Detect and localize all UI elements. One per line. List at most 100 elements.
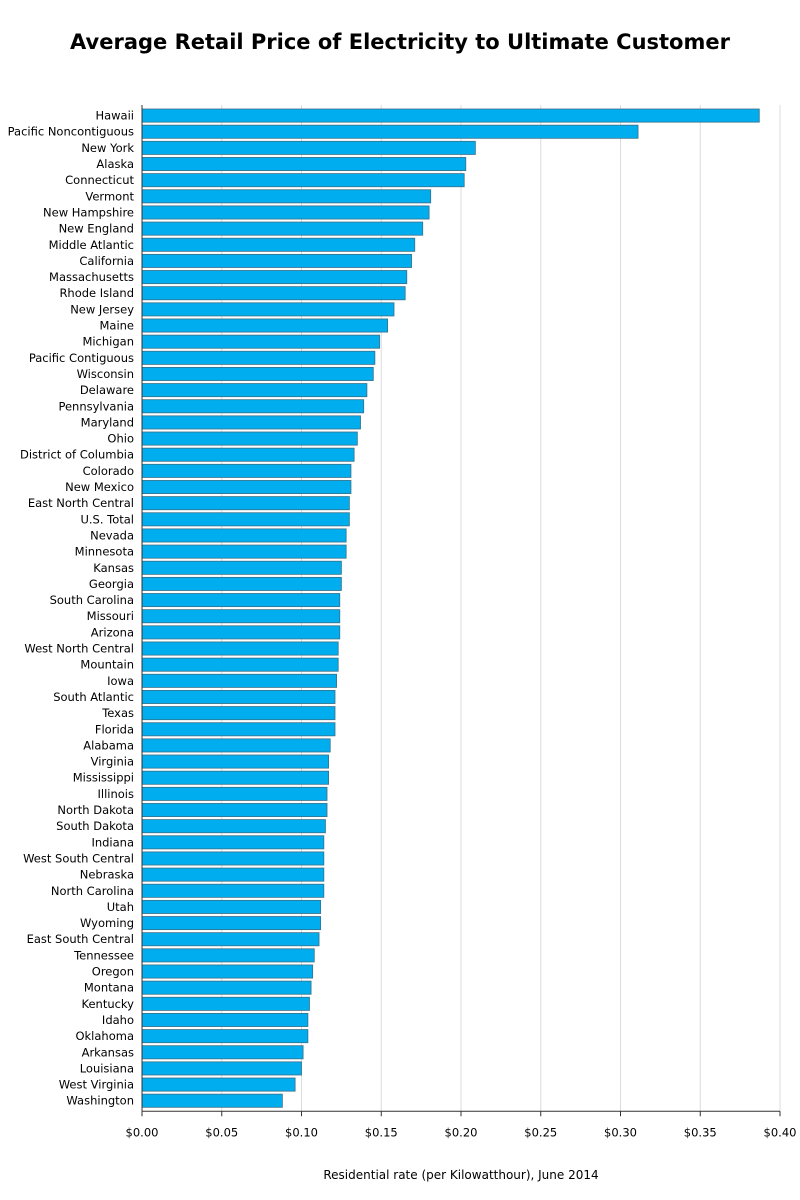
bars	[141, 108, 760, 1108]
bar	[141, 253, 412, 268]
bar	[141, 399, 365, 414]
bar	[141, 786, 328, 801]
category-label: Minnesota	[75, 545, 134, 559]
bar	[141, 221, 424, 236]
category-label: West South Central	[23, 851, 134, 865]
category-label: Delaware	[80, 383, 134, 397]
category-label: Maryland	[81, 415, 134, 429]
category-label: North Carolina	[51, 884, 134, 898]
category-label: Colorado	[83, 464, 134, 478]
category-label: North Dakota	[57, 803, 134, 817]
category-label: East South Central	[27, 932, 134, 946]
category-label: Utah	[107, 900, 134, 914]
category-label: Pennsylvania	[58, 399, 134, 413]
category-label: Idaho	[102, 1013, 134, 1027]
bar	[141, 851, 325, 866]
bar	[141, 1013, 309, 1027]
category-label: Pacific Noncontiguous	[8, 125, 134, 139]
x-tick-label: $0.00	[126, 1125, 159, 1139]
bar	[141, 673, 337, 688]
bar	[141, 996, 310, 1011]
bar	[141, 657, 339, 672]
bar	[141, 883, 325, 898]
bar	[141, 1061, 302, 1076]
x-tick-label: $0.35	[684, 1125, 717, 1139]
x-tick-label: $0.20	[445, 1125, 478, 1139]
category-label: Florida	[95, 722, 134, 736]
bar	[141, 964, 314, 979]
bar	[141, 690, 336, 704]
category-labels: Hawaii Pacific Noncontiguous New York Alask…	[8, 109, 135, 1108]
bar	[141, 770, 330, 785]
bar	[141, 157, 467, 171]
category-label: Kansas	[93, 561, 134, 575]
bar	[141, 205, 430, 220]
category-label: Missouri	[87, 609, 134, 623]
bar	[141, 1045, 304, 1060]
chart-title: Average Retail Price of Electricity to U…	[70, 30, 730, 54]
category-label: U.S. Total	[80, 512, 134, 526]
bar	[141, 302, 395, 317]
category-label: South Carolina	[50, 593, 134, 607]
bar	[141, 415, 361, 430]
category-label: New Hampshire	[43, 205, 134, 219]
bar	[141, 173, 465, 188]
bar	[141, 835, 325, 850]
category-label: West Virginia	[59, 1078, 134, 1092]
bar	[141, 593, 341, 608]
category-label: Connecticut	[65, 173, 134, 187]
bar	[141, 560, 342, 575]
x-tick-label: $0.05	[205, 1125, 238, 1139]
category-label: Virginia	[91, 755, 134, 769]
category-label: Vermont	[85, 189, 134, 203]
category-label: Georgia	[89, 577, 134, 591]
category-label: Alabama	[83, 738, 134, 752]
category-label: Iowa	[107, 674, 134, 688]
x-tick-label: $0.30	[604, 1125, 637, 1139]
category-label: Middle Atlantic	[49, 238, 134, 252]
category-label: Nebraska	[80, 868, 134, 882]
bar	[141, 1077, 296, 1092]
bar	[141, 899, 322, 914]
bar	[141, 108, 760, 123]
bar	[141, 706, 336, 721]
category-label: Louisiana	[80, 1061, 134, 1075]
bar	[141, 932, 320, 947]
category-label: Rhode Island	[59, 286, 134, 300]
category-label: West North Central	[24, 642, 134, 656]
category-label: Massachusetts	[49, 270, 134, 284]
x-axis-label: Residential rate (per Kilowatthour), Jun…	[323, 1168, 599, 1182]
category-label: Mississippi	[73, 771, 134, 785]
bar	[141, 528, 347, 543]
category-label: Montana	[84, 981, 134, 995]
bar	[141, 948, 315, 963]
bar	[141, 544, 347, 559]
category-label: Maine	[99, 319, 134, 333]
category-label: New Mexico	[65, 480, 134, 494]
category-label: Oklahoma	[75, 1029, 134, 1043]
bar	[141, 334, 381, 349]
category-label: South Dakota	[56, 819, 134, 833]
category-label: District of Columbia	[20, 448, 134, 462]
x-tick-label: $0.25	[524, 1125, 557, 1139]
bar	[141, 980, 312, 995]
bar	[141, 625, 341, 640]
category-label: Pacific Contiguous	[29, 351, 134, 365]
category-label: New England	[59, 222, 134, 236]
bar	[141, 754, 330, 769]
category-label: New Jersey	[70, 302, 134, 316]
category-label: Michigan	[82, 335, 134, 349]
category-label: New York	[81, 141, 134, 155]
axes: $0.00 $0.05 $0.10 $0.15 $0.20 $0.25 $0.30 $0.35…	[126, 105, 797, 1139]
bar	[141, 286, 406, 301]
x-tick-label: $0.40	[764, 1125, 797, 1139]
category-label: Mountain	[80, 658, 134, 672]
bar	[141, 480, 352, 495]
bar	[141, 576, 342, 591]
x-tick-label: $0.15	[365, 1125, 398, 1139]
bar	[141, 447, 355, 462]
bar	[141, 819, 326, 834]
bar	[141, 867, 325, 882]
category-label: East North Central	[28, 496, 134, 510]
